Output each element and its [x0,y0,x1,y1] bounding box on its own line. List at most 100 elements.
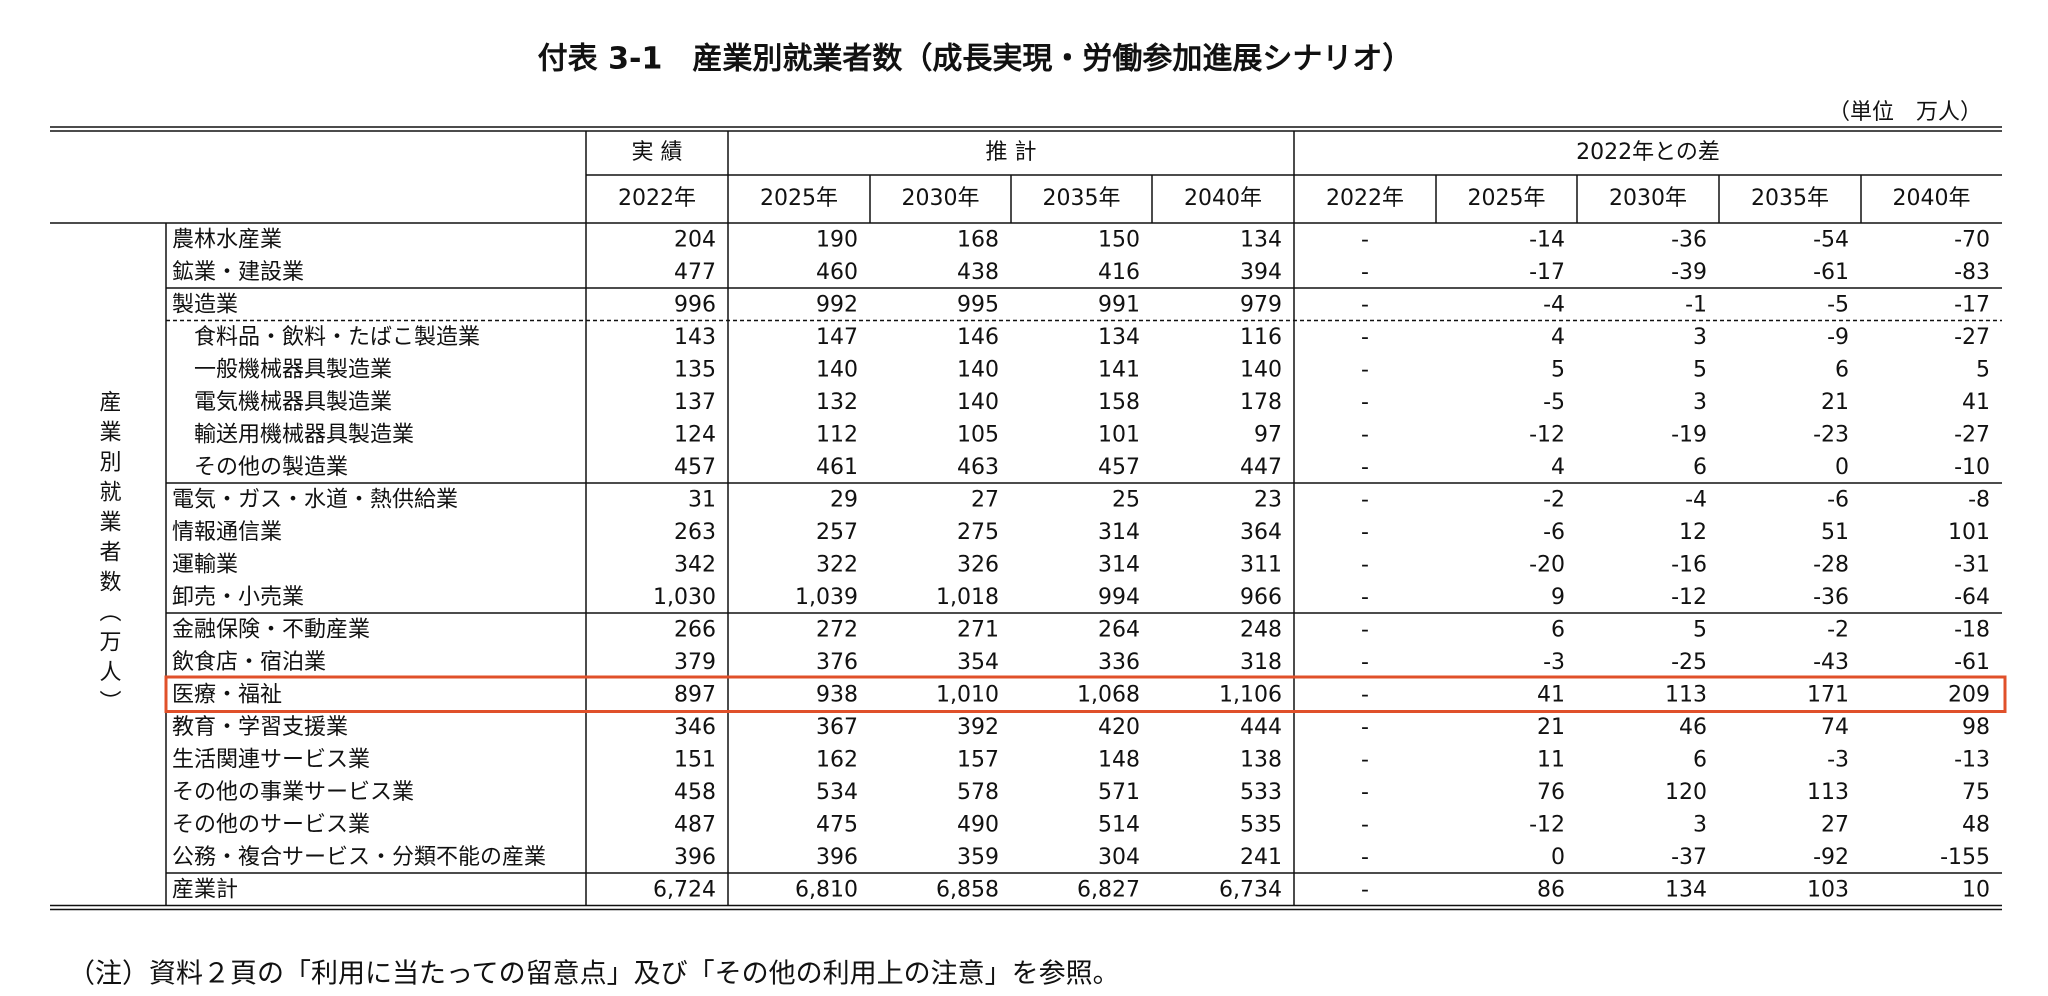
cell: - [1361,227,1369,252]
cell: -3 [1543,650,1565,675]
row-label: 輸送用機械器具製造業 [194,422,414,447]
cell: -12 [1529,812,1565,837]
cell: 457 [1098,455,1140,480]
cell: 257 [816,520,858,545]
cell: 135 [674,357,716,382]
cell: 162 [816,747,858,772]
cell: -92 [1813,845,1849,870]
cell: 4 [1551,325,1565,350]
cell: 120 [1665,780,1707,805]
cell: -43 [1813,650,1849,675]
cell: 97 [1254,422,1282,447]
cell: -61 [1813,260,1849,285]
cell: -61 [1954,650,1990,675]
cell: 148 [1098,747,1140,772]
cell: 3 [1693,390,1707,415]
cell: 275 [957,520,999,545]
cell: 157 [957,747,999,772]
cell: 29 [830,487,858,512]
cell: 272 [816,617,858,642]
cell: 396 [674,845,716,870]
column-header: 2025年 [1468,186,1546,211]
cell: 534 [816,780,858,805]
cell: -12 [1529,422,1565,447]
cell: 158 [1098,390,1140,415]
column-header: 2040年 [1184,186,1262,211]
cell: 0 [1551,845,1565,870]
cell: 318 [1240,650,1282,675]
cell: 241 [1240,845,1282,870]
cell: - [1361,552,1369,577]
cell: 6 [1693,747,1707,772]
cell: -27 [1954,422,1990,447]
cell: -2 [1543,487,1565,512]
cell: 143 [674,325,716,350]
cell: -14 [1529,227,1565,252]
cell: 1,018 [936,585,999,610]
cell: - [1361,682,1369,707]
cell: -20 [1529,552,1565,577]
cell: 475 [816,812,858,837]
cell: 263 [674,520,716,545]
cell: -36 [1671,227,1707,252]
cell: 6,734 [1219,877,1282,902]
cell: 346 [674,715,716,740]
cell: 477 [674,260,716,285]
column-header: 2022年 [618,186,696,211]
column-header: 2035年 [1043,186,1121,211]
row-label: 鉱業・建設業 [172,260,304,285]
column-header: 2030年 [902,186,980,211]
cell: 571 [1098,780,1140,805]
cell: 336 [1098,650,1140,675]
cell: 137 [674,390,716,415]
cell: 264 [1098,617,1140,642]
cell: - [1361,455,1369,480]
cell: 6 [1835,357,1849,382]
cell: 147 [816,325,858,350]
column-header: 2022年 [1326,186,1404,211]
cell: 457 [674,455,716,480]
cell: 6,827 [1077,877,1140,902]
row-label: 農林水産業 [172,227,282,252]
cell: 140 [816,357,858,382]
cell: 311 [1240,552,1282,577]
cell: 490 [957,812,999,837]
cell: 105 [957,422,999,447]
cell: 31 [688,487,716,512]
cell: 367 [816,715,858,740]
cell: 460 [816,260,858,285]
cell: 438 [957,260,999,285]
row-label: 電気・ガス・水道・熱供給業 [172,487,458,512]
cell: 392 [957,715,999,740]
cell: - [1361,780,1369,805]
cell: -17 [1529,260,1565,285]
cell: 248 [1240,617,1282,642]
cell: 342 [674,552,716,577]
cell: -1 [1685,292,1707,317]
cell: -19 [1671,422,1707,447]
cell: -5 [1543,390,1565,415]
cell: - [1361,260,1369,285]
cell: 138 [1240,747,1282,772]
row-label: 製造業 [172,292,238,317]
cell: -23 [1813,422,1849,447]
cell: 27 [1821,812,1849,837]
cell: 994 [1098,585,1140,610]
cell: -3 [1827,747,1849,772]
cell: 514 [1098,812,1140,837]
cell: 103 [1807,877,1849,902]
cell: - [1361,325,1369,350]
cell: 23 [1254,487,1282,512]
cell: - [1361,650,1369,675]
cell: - [1361,617,1369,642]
cell: 379 [674,650,716,675]
cell: 322 [816,552,858,577]
column-header: 2035年 [1751,186,1829,211]
cell: 41 [1537,682,1565,707]
cell: -17 [1954,292,1990,317]
cell: 487 [674,812,716,837]
cell: 124 [674,422,716,447]
row-label: 卸売・小売業 [172,585,304,610]
cell: - [1361,715,1369,740]
cell: 416 [1098,260,1140,285]
